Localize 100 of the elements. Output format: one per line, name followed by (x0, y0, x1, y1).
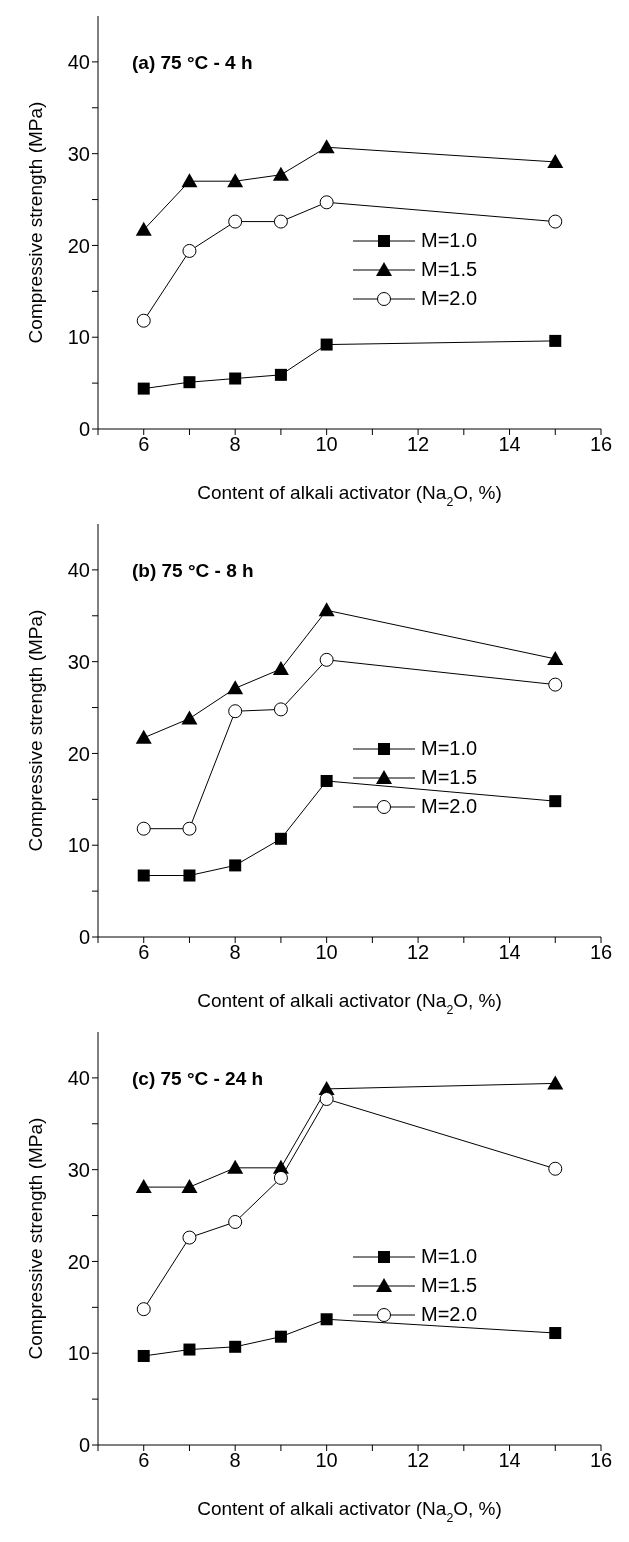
legend-label: M=1.0 (421, 1245, 478, 1268)
point (183, 1343, 196, 1356)
point (319, 1092, 334, 1106)
x-tick-label: 6 (138, 433, 150, 456)
point (547, 153, 564, 168)
legend-label: M=1.0 (421, 229, 478, 252)
y-tick-label: 0 (78, 926, 90, 949)
point (549, 334, 562, 347)
point (272, 661, 289, 676)
point (547, 1075, 564, 1090)
y-tick-label: 0 (78, 1434, 90, 1457)
point (136, 821, 151, 836)
y-tick-label: 10 (67, 326, 90, 349)
point (318, 139, 335, 154)
x-axis-title: Content of alkali activator (Na$_{2}$O, %) (197, 1498, 502, 1525)
text: (c) 75 °C - 24 h (132, 1068, 264, 1090)
point (318, 602, 335, 617)
point (547, 650, 564, 665)
legend-label: M=2.0 (421, 795, 478, 818)
y-tick-label: 10 (67, 834, 90, 857)
x-tick-label: 12 (406, 433, 430, 456)
point (548, 677, 563, 692)
point (182, 1230, 197, 1245)
y-tick-label: 40 (67, 558, 90, 581)
y-axis-title: Compressive strength (MPa) (25, 609, 46, 852)
y-axis-title: Compressive strength (MPa) (25, 1117, 46, 1360)
point (229, 1340, 242, 1353)
legend-label: M=2.0 (421, 287, 478, 310)
point (135, 1179, 152, 1194)
x-tick-label: 12 (406, 1449, 430, 1472)
point (229, 372, 242, 385)
y-tick-label: 20 (67, 1250, 90, 1273)
text: (b) 75 °C - 8 h (132, 560, 254, 582)
y-tick-label: 30 (67, 142, 90, 165)
x-tick-label: 14 (498, 433, 521, 456)
y-tick-label: 20 (67, 742, 90, 765)
point (137, 869, 150, 882)
point (136, 1302, 151, 1317)
text: (a) 75 °C - 4 h (132, 52, 253, 74)
point (181, 173, 198, 188)
x-tick-label: 6 (138, 941, 150, 964)
point (320, 338, 333, 351)
point (548, 1161, 563, 1176)
point (273, 214, 288, 229)
x-axis-title: Content of alkali activator (Na$_{2}$O, %) (197, 482, 502, 509)
y-axis-title: Compressive strength (MPa) (25, 101, 46, 344)
point (273, 1170, 288, 1185)
x-tick-label: 10 (315, 433, 338, 456)
y-tick-label: 20 (67, 234, 90, 257)
point (182, 821, 197, 836)
x-tick-label: 14 (498, 1449, 521, 1472)
y-tick-label: 40 (67, 50, 90, 73)
legend-label: M=1.5 (421, 766, 478, 789)
point (274, 368, 287, 381)
legend-label: M=2.0 (421, 1303, 478, 1326)
point (229, 859, 242, 872)
x-tick-label: 16 (589, 433, 613, 456)
x-tick-label: 14 (498, 941, 521, 964)
point (274, 1330, 287, 1343)
point (548, 214, 563, 229)
legend-label: M=1.0 (421, 737, 478, 760)
y-tick-label: 30 (67, 1158, 90, 1181)
x-tick-label: 6 (138, 1449, 150, 1472)
point (136, 313, 151, 328)
point (135, 729, 152, 744)
legend-label: M=1.5 (421, 1274, 478, 1297)
x-tick-label: 8 (229, 941, 241, 964)
point (228, 214, 243, 229)
x-tick-label: 8 (229, 1449, 241, 1472)
x-tick-label: 8 (229, 433, 241, 456)
point (182, 243, 197, 258)
point (183, 869, 196, 882)
x-tick-label: 12 (406, 941, 430, 964)
point (319, 195, 334, 210)
point (272, 166, 289, 181)
x-tick-label: 10 (315, 1449, 338, 1472)
x-axis-title: Content of alkali activator (Na$_{2}$O, %) (197, 990, 502, 1017)
point (320, 1313, 333, 1326)
point (549, 1327, 562, 1340)
point (549, 795, 562, 808)
y-tick-label: 0 (78, 418, 90, 441)
y-tick-label: 40 (67, 1066, 90, 1089)
point (228, 704, 243, 719)
x-tick-label: 16 (589, 941, 613, 964)
point (227, 1159, 244, 1174)
point (274, 832, 287, 845)
point (227, 680, 244, 695)
y-tick-label: 10 (67, 1342, 90, 1365)
point (137, 382, 150, 395)
point (319, 652, 334, 667)
point (227, 173, 244, 188)
point (181, 710, 198, 725)
point (320, 774, 333, 787)
legend-label: M=1.5 (421, 258, 478, 281)
point (181, 1179, 198, 1194)
point (273, 702, 288, 717)
point (228, 1214, 243, 1229)
x-tick-label: 16 (589, 1449, 613, 1472)
point (183, 376, 196, 389)
x-tick-label: 10 (315, 941, 338, 964)
